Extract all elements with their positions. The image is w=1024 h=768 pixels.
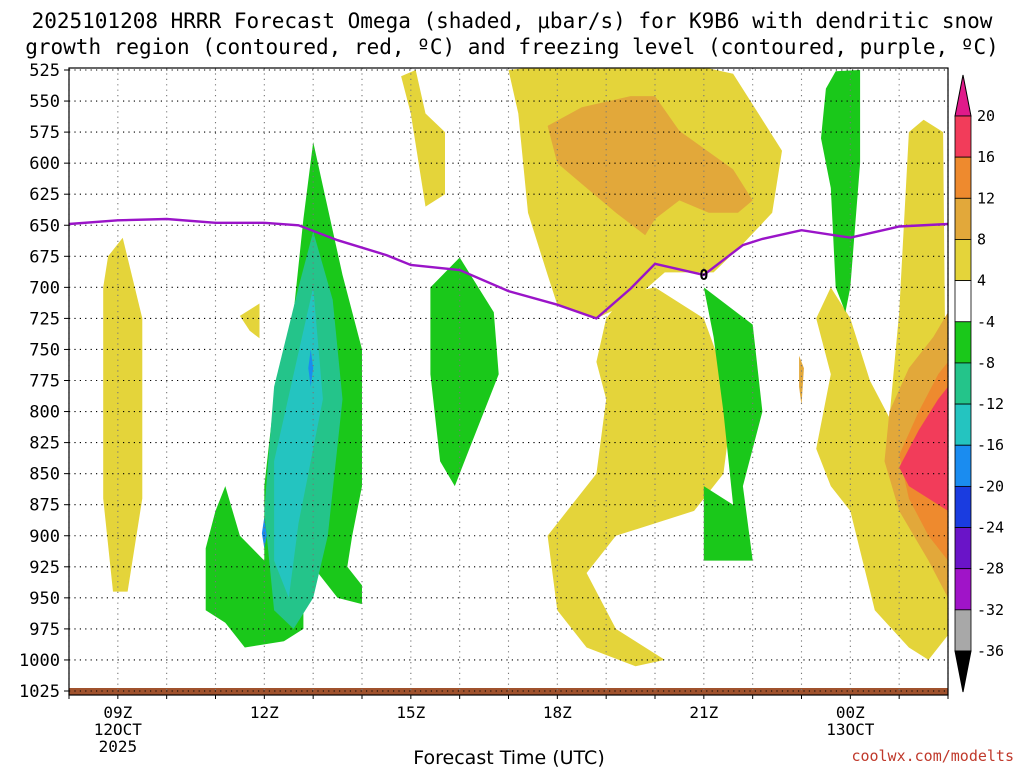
- colorbar-tick-2: 12: [977, 189, 995, 207]
- xtick-label-3-0: 18Z: [543, 703, 572, 722]
- xtick-label-5-0: 00Z: [836, 703, 865, 722]
- ytick-label-825: 825: [29, 434, 60, 454]
- xtick-label-4-0: 21Z: [689, 703, 718, 722]
- xtick-label-0-0: 09Z: [103, 703, 132, 722]
- omega-region-1: [239, 303, 260, 339]
- colorbar-bin-11: [954, 568, 972, 611]
- ytick-label-525: 525: [29, 61, 60, 81]
- omega-region-10: [799, 355, 804, 406]
- ytick-label-1000: 1000: [19, 651, 60, 671]
- ytick-label-850: 850: [29, 465, 60, 485]
- colorbar-bin-5: [954, 321, 972, 364]
- colorbar-tick-1: 16: [977, 148, 995, 166]
- xtick-label-2-0: 15Z: [396, 703, 425, 722]
- ytick-label-600: 600: [29, 154, 60, 174]
- colorbar: 20 16 12 8 4 -4 -8 -12 -16 -20 -24 -28 -32 -36: [954, 74, 1004, 693]
- omega-region-14: [308, 349, 314, 387]
- omega-region-17: [703, 287, 763, 561]
- colorbar-tick-4: 4: [977, 272, 986, 290]
- omega-region-6: [547, 96, 753, 236]
- chart-title-line-1: 2025101208 HRRR Forecast Omega (shaded, …: [32, 9, 993, 33]
- colorbar-tick-10: -24: [977, 519, 1004, 537]
- ytick-label-675: 675: [29, 247, 60, 267]
- colorbar-tick-8: -16: [977, 436, 1004, 454]
- credit-text: coolwx.com/modelts: [851, 747, 1014, 765]
- ytick-label-800: 800: [29, 403, 60, 423]
- colorbar-bin-0: [954, 115, 972, 158]
- colorbar-bin-10: [954, 527, 972, 570]
- chart-title-line-2: growth region (contoured, red, ºC) and f…: [25, 35, 999, 59]
- colorbar-bin-2: [954, 197, 972, 240]
- omega-region-4: [547, 287, 734, 667]
- omega-region-0: [103, 237, 143, 592]
- colorbar-tick-6: -8: [977, 354, 995, 372]
- ytick-label-1025: 1025: [19, 682, 60, 702]
- ytick-label-900: 900: [29, 527, 60, 547]
- x-axis-label: Forecast Time (UTC): [413, 747, 604, 768]
- colorbar-tick-11: -28: [977, 560, 1004, 578]
- y-axis: 525 550 575 600 625 650 675 700 725 750 775 800 825 8…: [19, 61, 69, 702]
- ytick-label-950: 950: [29, 589, 60, 609]
- xtick-label-5-1: 13OCT: [826, 720, 875, 739]
- ytick-label-775: 775: [29, 372, 60, 392]
- omega-shading: [103, 68, 948, 667]
- ytick-label-550: 550: [29, 92, 60, 112]
- colorbar-bin-4: [954, 280, 972, 323]
- ytick-label-750: 750: [29, 340, 60, 360]
- colorbar-bin-8: [954, 444, 972, 487]
- colorbar-tick-5: -4: [977, 313, 995, 331]
- colorbar-tick-13: -36: [977, 642, 1004, 660]
- colorbar-top-arrow: [954, 74, 972, 117]
- ytick-label-575: 575: [29, 123, 60, 143]
- ytick-label-625: 625: [29, 185, 60, 205]
- freezing-level-line: [69, 217, 948, 320]
- colorbar-bottom-arrow: [954, 650, 972, 693]
- colorbar-bin-3: [954, 239, 972, 282]
- freezing-level-label: 0: [699, 266, 708, 284]
- ytick-label-975: 975: [29, 620, 60, 640]
- ytick-label-875: 875: [29, 496, 60, 516]
- colorbar-bin-9: [954, 485, 972, 528]
- gridlines: [68, 68, 949, 695]
- colorbar-tick-12: -32: [977, 601, 1004, 619]
- ytick-label-650: 650: [29, 216, 60, 236]
- omega-region-18: [821, 70, 861, 313]
- colorbar-bin-7: [954, 403, 972, 446]
- omega-region-2: [401, 70, 445, 207]
- colorbar-bin-6: [954, 362, 972, 405]
- omega-region-16: [430, 257, 499, 487]
- surface-ground: [69, 688, 948, 695]
- ytick-label-700: 700: [29, 278, 60, 298]
- colorbar-bin-1: [954, 156, 972, 199]
- ytick-label-725: 725: [29, 309, 60, 329]
- omega-region-9: [899, 386, 948, 511]
- ytick-label-925: 925: [29, 558, 60, 578]
- colorbar-tick-7: -12: [977, 395, 1004, 413]
- xtick-label-0-1: 12OCT: [94, 720, 143, 739]
- colorbar-tick-9: -20: [977, 477, 1004, 495]
- xtick-label-1-0: 12Z: [250, 703, 279, 722]
- colorbar-bin-12: [954, 609, 972, 652]
- colorbar-tick-3: 8: [977, 230, 986, 248]
- colorbar-tick-0: 20: [977, 107, 995, 125]
- xtick-label-0-2: 2025: [99, 737, 138, 756]
